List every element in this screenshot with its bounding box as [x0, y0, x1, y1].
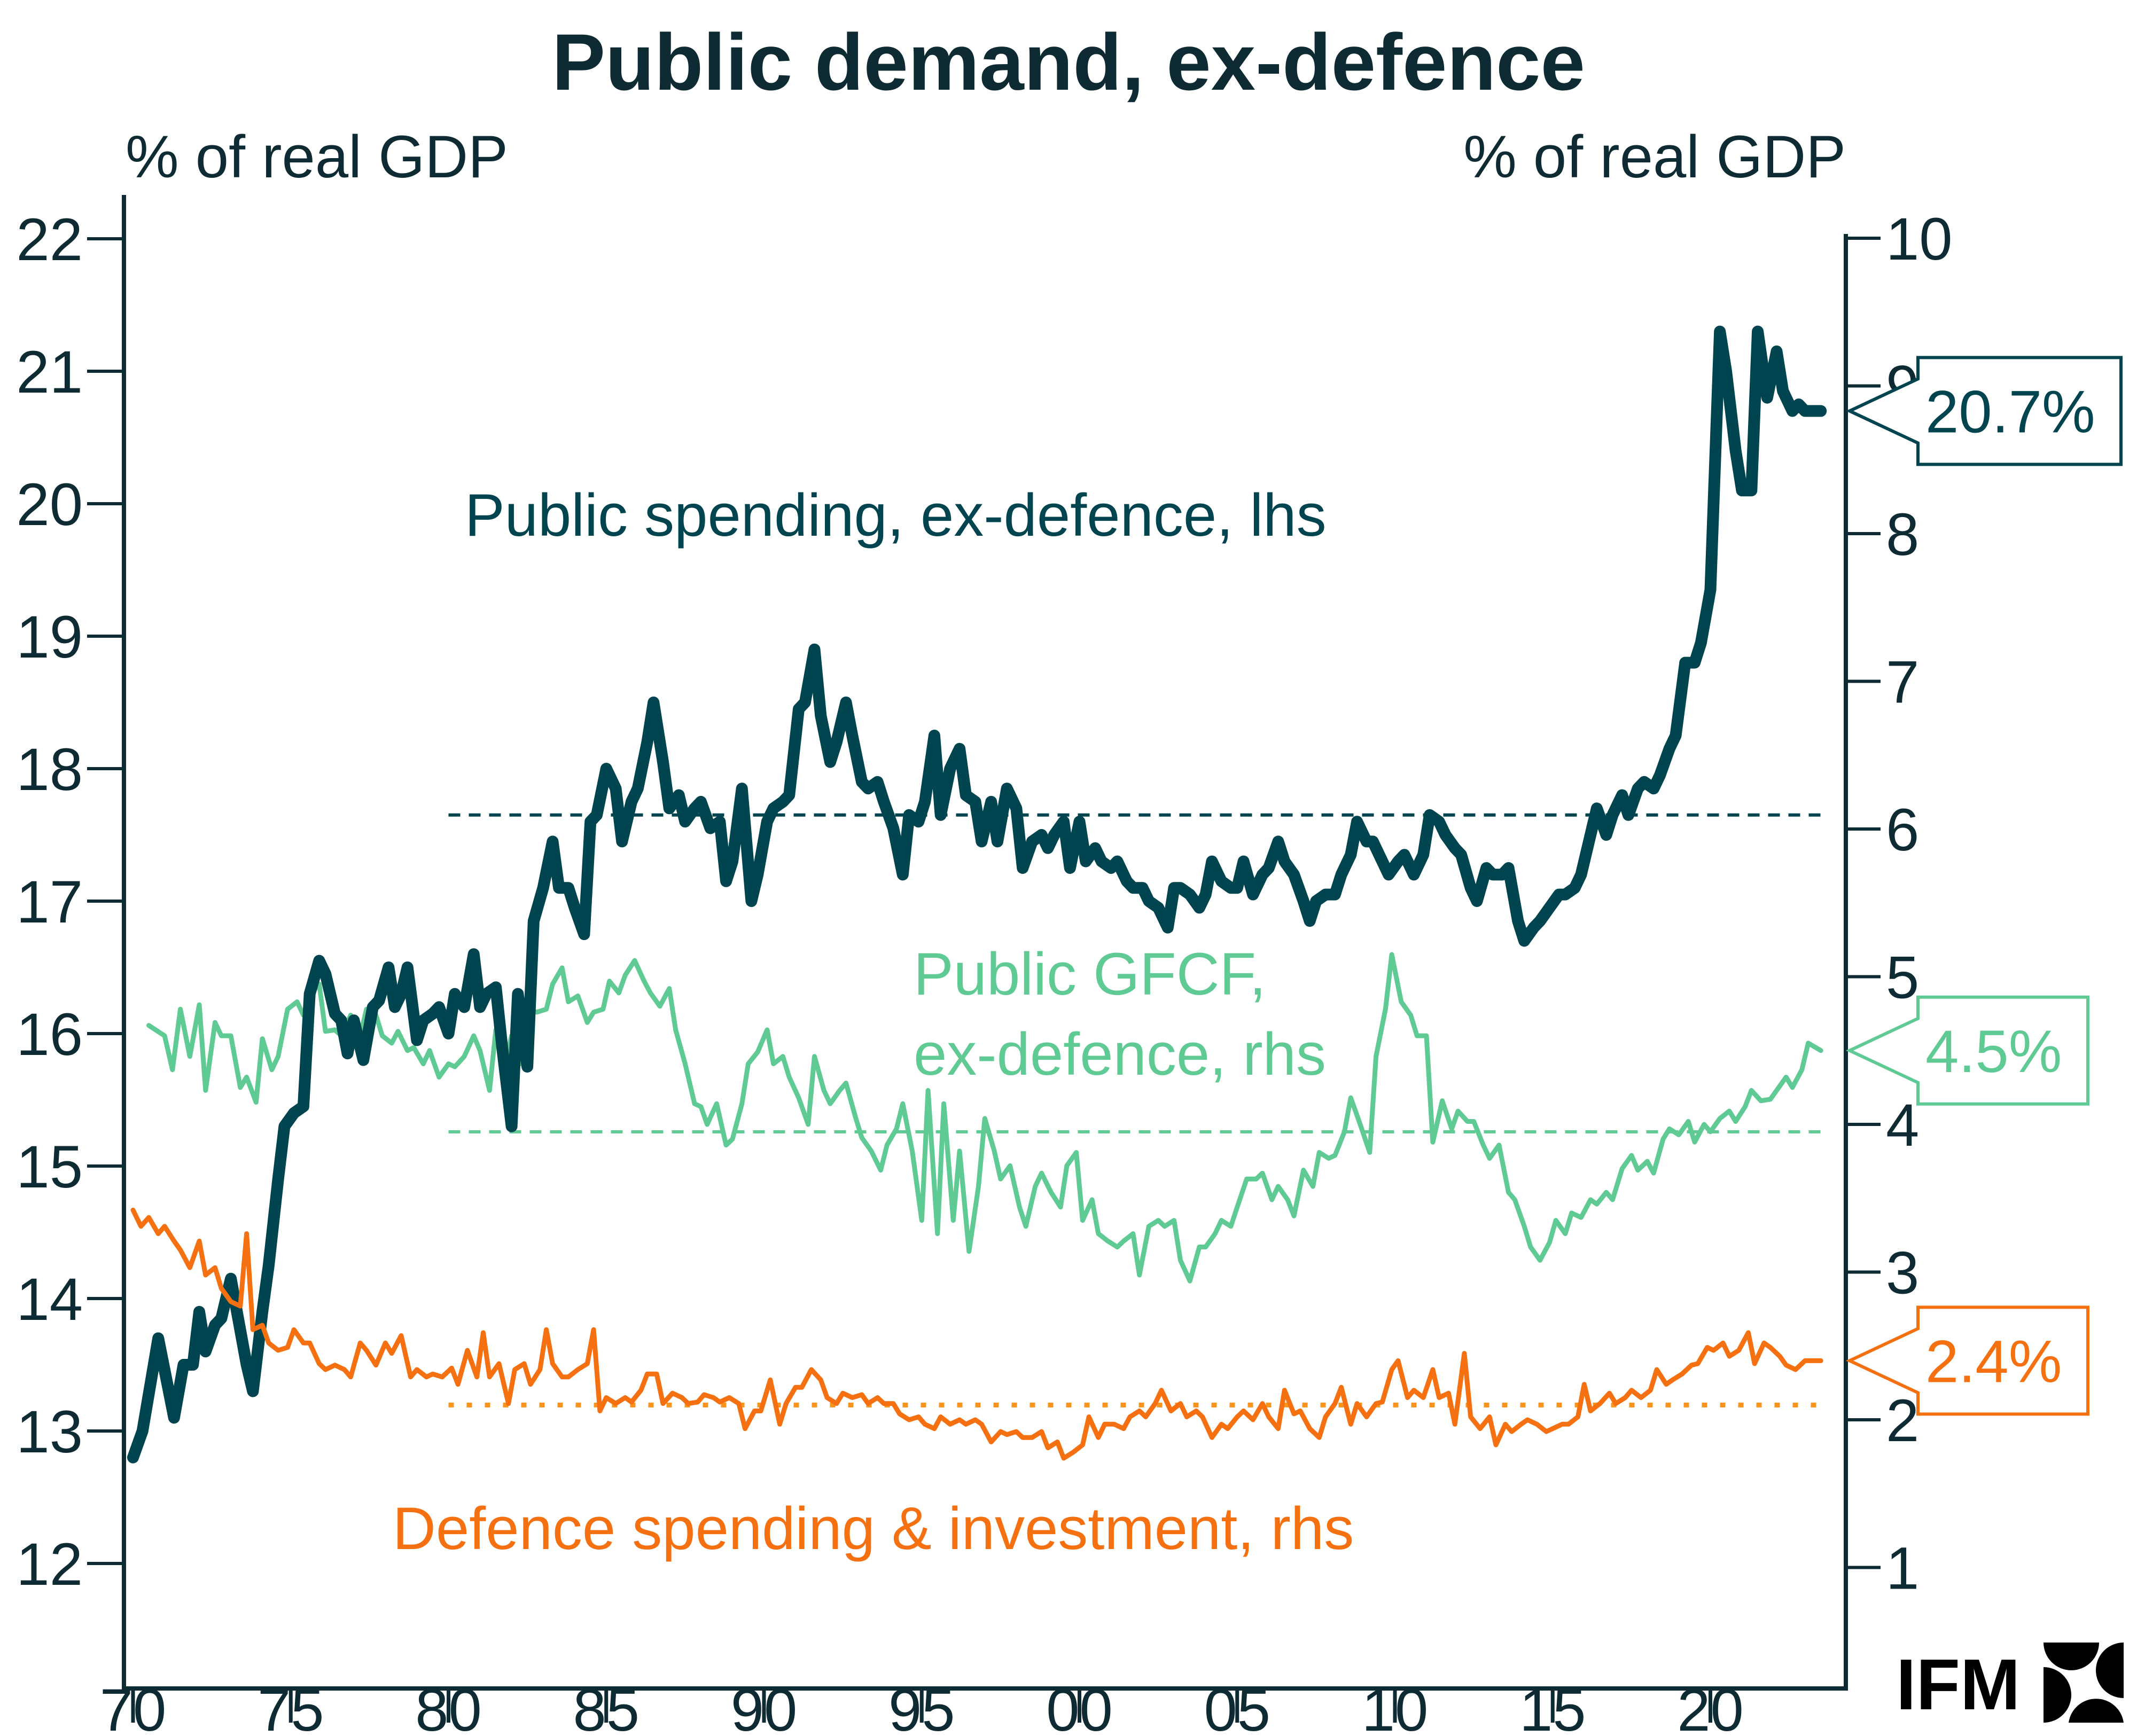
x-tick-label: 90 [731, 1677, 798, 1736]
right-tick-label: 6 [1886, 796, 1919, 863]
chart-title: Public demand, ex-defence [552, 17, 1585, 107]
reference-lines [448, 813, 1824, 1407]
series-line-public-spending [127, 325, 1827, 1464]
x-tick-label: 75 [258, 1677, 324, 1736]
x-tick-label: 20 [1677, 1677, 1744, 1736]
right-tick-label: 1 [1886, 1535, 1919, 1602]
right-tick-label: 2 [1886, 1387, 1919, 1454]
x-tick-label: 80 [415, 1677, 482, 1736]
x-axis-ticks: 70 75 80 85 90 95 00 05 10 15 20 [100, 1677, 1744, 1736]
right-tick-label: 7 [1886, 649, 1919, 716]
right-tick-label: 4 [1886, 1092, 1919, 1159]
left-tick-label: 15 [16, 1133, 83, 1200]
callout-defence: 2.4% [1845, 1305, 2089, 1416]
series-layer [127, 325, 1827, 1464]
x-tick-label: 70 [100, 1677, 167, 1736]
ifm-logo: IFM [1896, 1643, 2124, 1725]
x-tick-label: 85 [573, 1677, 639, 1736]
left-tick-label: 20 [16, 471, 83, 538]
callout-value: 2.4% [1925, 1328, 2062, 1395]
ifm-logo-icon [2044, 1643, 2124, 1723]
x-tick-label: 00 [1046, 1677, 1113, 1736]
right-tick-label: 3 [1886, 1240, 1919, 1307]
left-axis-ticks: 12 13 14 15 16 17 18 19 20 21 22 [16, 206, 124, 1598]
callout-value: 4.5% [1925, 1018, 2062, 1085]
label-defence: Defence spending & investment, rhs [393, 1495, 1354, 1562]
right-axis-ticks: 12345678910 [1846, 206, 1953, 1602]
x-tick-label: 10 [1362, 1677, 1429, 1736]
label-public-spending: Public spending, ex-defence, lhs [465, 482, 1327, 549]
left-tick-label: 14 [16, 1266, 83, 1333]
right-tick-label: 8 [1886, 501, 1919, 568]
x-tick-label: 15 [1519, 1677, 1586, 1736]
right-axis-unit-label: % of real GDP [1463, 123, 1846, 190]
left-axis-unit-label: % of real GDP [126, 123, 508, 190]
right-tick-label: 5 [1886, 944, 1919, 1011]
left-tick-label: 12 [16, 1531, 83, 1598]
left-tick-label: 16 [16, 1001, 83, 1068]
series-line-public-gfcf [146, 952, 1823, 1284]
left-tick-label: 22 [16, 206, 83, 273]
ifm-logo-text: IFM [1896, 1644, 2020, 1725]
left-tick-label: 13 [16, 1398, 83, 1465]
callout-box [1845, 995, 2089, 1106]
x-tick-label: 95 [888, 1677, 955, 1736]
callout-box [1845, 1305, 2089, 1416]
callout-value: 20.7% [1925, 378, 2095, 445]
series-line-defence [130, 1207, 1823, 1461]
right-tick-label: 10 [1886, 206, 1953, 272]
callout-box [1845, 356, 2123, 466]
left-tick-label: 18 [16, 736, 83, 803]
left-tick-label: 19 [16, 604, 83, 670]
end-value-callouts: 20.7% 4.5% 2.4% [1845, 356, 2123, 1416]
left-tick-label: 21 [16, 339, 83, 405]
x-tick-label: 05 [1204, 1677, 1270, 1736]
callout-public-spending: 20.7% [1845, 356, 2123, 466]
callout-public-gfcf: 4.5% [1845, 995, 2089, 1106]
label-public-gfcf-line2: ex-defence, rhs [914, 1021, 1326, 1088]
left-tick-label: 17 [16, 869, 83, 935]
label-public-gfcf-line1: Public GFCF, [914, 941, 1266, 1007]
